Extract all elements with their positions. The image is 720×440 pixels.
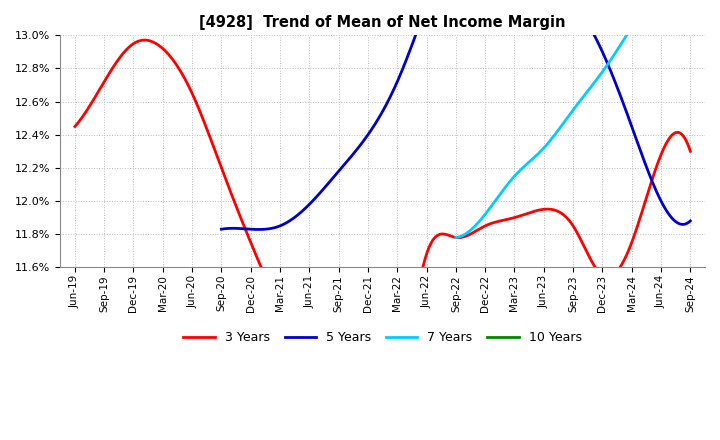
5 Years [603, 61, 612, 66]
Title: [4928]  Trend of Mean of Net Income Margin: [4928] Trend of Mean of Net Income Margi… [199, 15, 566, 30]
5 Years [686, 218, 695, 224]
3 Years [140, 37, 148, 43]
3 Years [406, 324, 415, 330]
3 Years [71, 124, 79, 129]
3 Years [674, 130, 683, 135]
5 Years [217, 227, 226, 232]
5 Years [255, 227, 264, 232]
Legend: 3 Years, 5 Years, 7 Years, 10 Years: 3 Years, 5 Years, 7 Years, 10 Years [179, 326, 587, 349]
3 Years [368, 392, 377, 397]
7 Years [564, 113, 573, 118]
7 Years [578, 95, 587, 100]
Line: 3 Years: 3 Years [75, 40, 690, 400]
7 Years [451, 235, 460, 240]
7 Years [563, 115, 572, 121]
3 Years [364, 389, 373, 395]
3 Years [439, 231, 448, 237]
Line: 5 Years: 5 Years [222, 0, 690, 230]
7 Years [644, 0, 652, 4]
5 Years [677, 222, 685, 227]
7 Years [591, 78, 600, 84]
3 Years [686, 149, 695, 154]
3 Years [379, 398, 387, 403]
Line: 7 Years: 7 Years [456, 0, 690, 238]
3 Years [577, 239, 586, 245]
